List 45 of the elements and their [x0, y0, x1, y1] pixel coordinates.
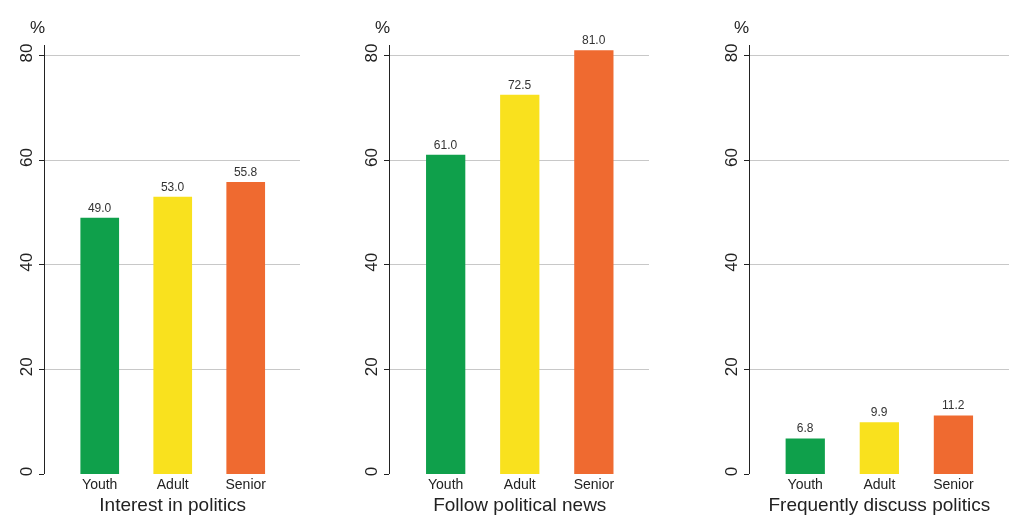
y-tick-label: 60: [362, 148, 382, 168]
y-axis-title: %: [30, 18, 46, 37]
bar: [785, 438, 825, 474]
bar: [574, 50, 614, 474]
bar: [500, 94, 540, 474]
y-tick-label: 80: [721, 43, 741, 63]
x-tick-label: Senior: [225, 476, 267, 492]
x-tick-label: Youth: [82, 476, 118, 492]
bar: [426, 154, 466, 474]
y-axis-title: %: [375, 18, 391, 37]
x-axis-title: Frequently discuss politics: [768, 493, 991, 515]
y-tick-label: 0: [362, 466, 382, 477]
y-tick-label: 80: [362, 43, 382, 63]
bar: [859, 422, 899, 474]
y-tick-label: 0: [721, 466, 741, 477]
y-tick-label: 20: [17, 357, 37, 377]
data-label: 6.8: [796, 421, 814, 436]
y-tick-label: 40: [362, 252, 382, 272]
data-label: 11.2: [942, 398, 965, 413]
x-tick-label: Adult: [863, 476, 896, 492]
y-axis-title: %: [734, 18, 750, 37]
x-tick-label: Senior: [933, 476, 975, 492]
data-label: 9.9: [870, 405, 888, 420]
y-tick-label: 20: [721, 357, 741, 377]
data-label: 61.0: [433, 137, 458, 152]
data-label: 72.5: [507, 77, 532, 92]
y-tick-label: 60: [17, 148, 37, 168]
x-tick-label: Senior: [573, 476, 615, 492]
bar: [933, 415, 974, 474]
y-tick-label: 80: [17, 43, 37, 63]
x-axis-title: Interest in politics: [99, 493, 247, 515]
y-tick-label: 20: [362, 357, 382, 377]
data-label: 81.0: [582, 33, 606, 48]
data-label: 49.0: [87, 200, 112, 215]
y-tick-label: 0: [17, 466, 37, 477]
x-axis-title: Follow political news: [433, 493, 607, 515]
data-label: 55.8: [233, 165, 258, 180]
x-tick-label: Adult: [503, 476, 536, 492]
x-tick-label: Youth: [428, 476, 464, 492]
data-label: 53.0: [160, 179, 185, 194]
y-tick-label: 40: [17, 252, 37, 272]
x-tick-label: Youth: [787, 476, 823, 492]
x-tick-label: Adult: [156, 476, 189, 492]
y-tick-label: 60: [721, 148, 741, 168]
y-tick-label: 40: [721, 252, 741, 272]
